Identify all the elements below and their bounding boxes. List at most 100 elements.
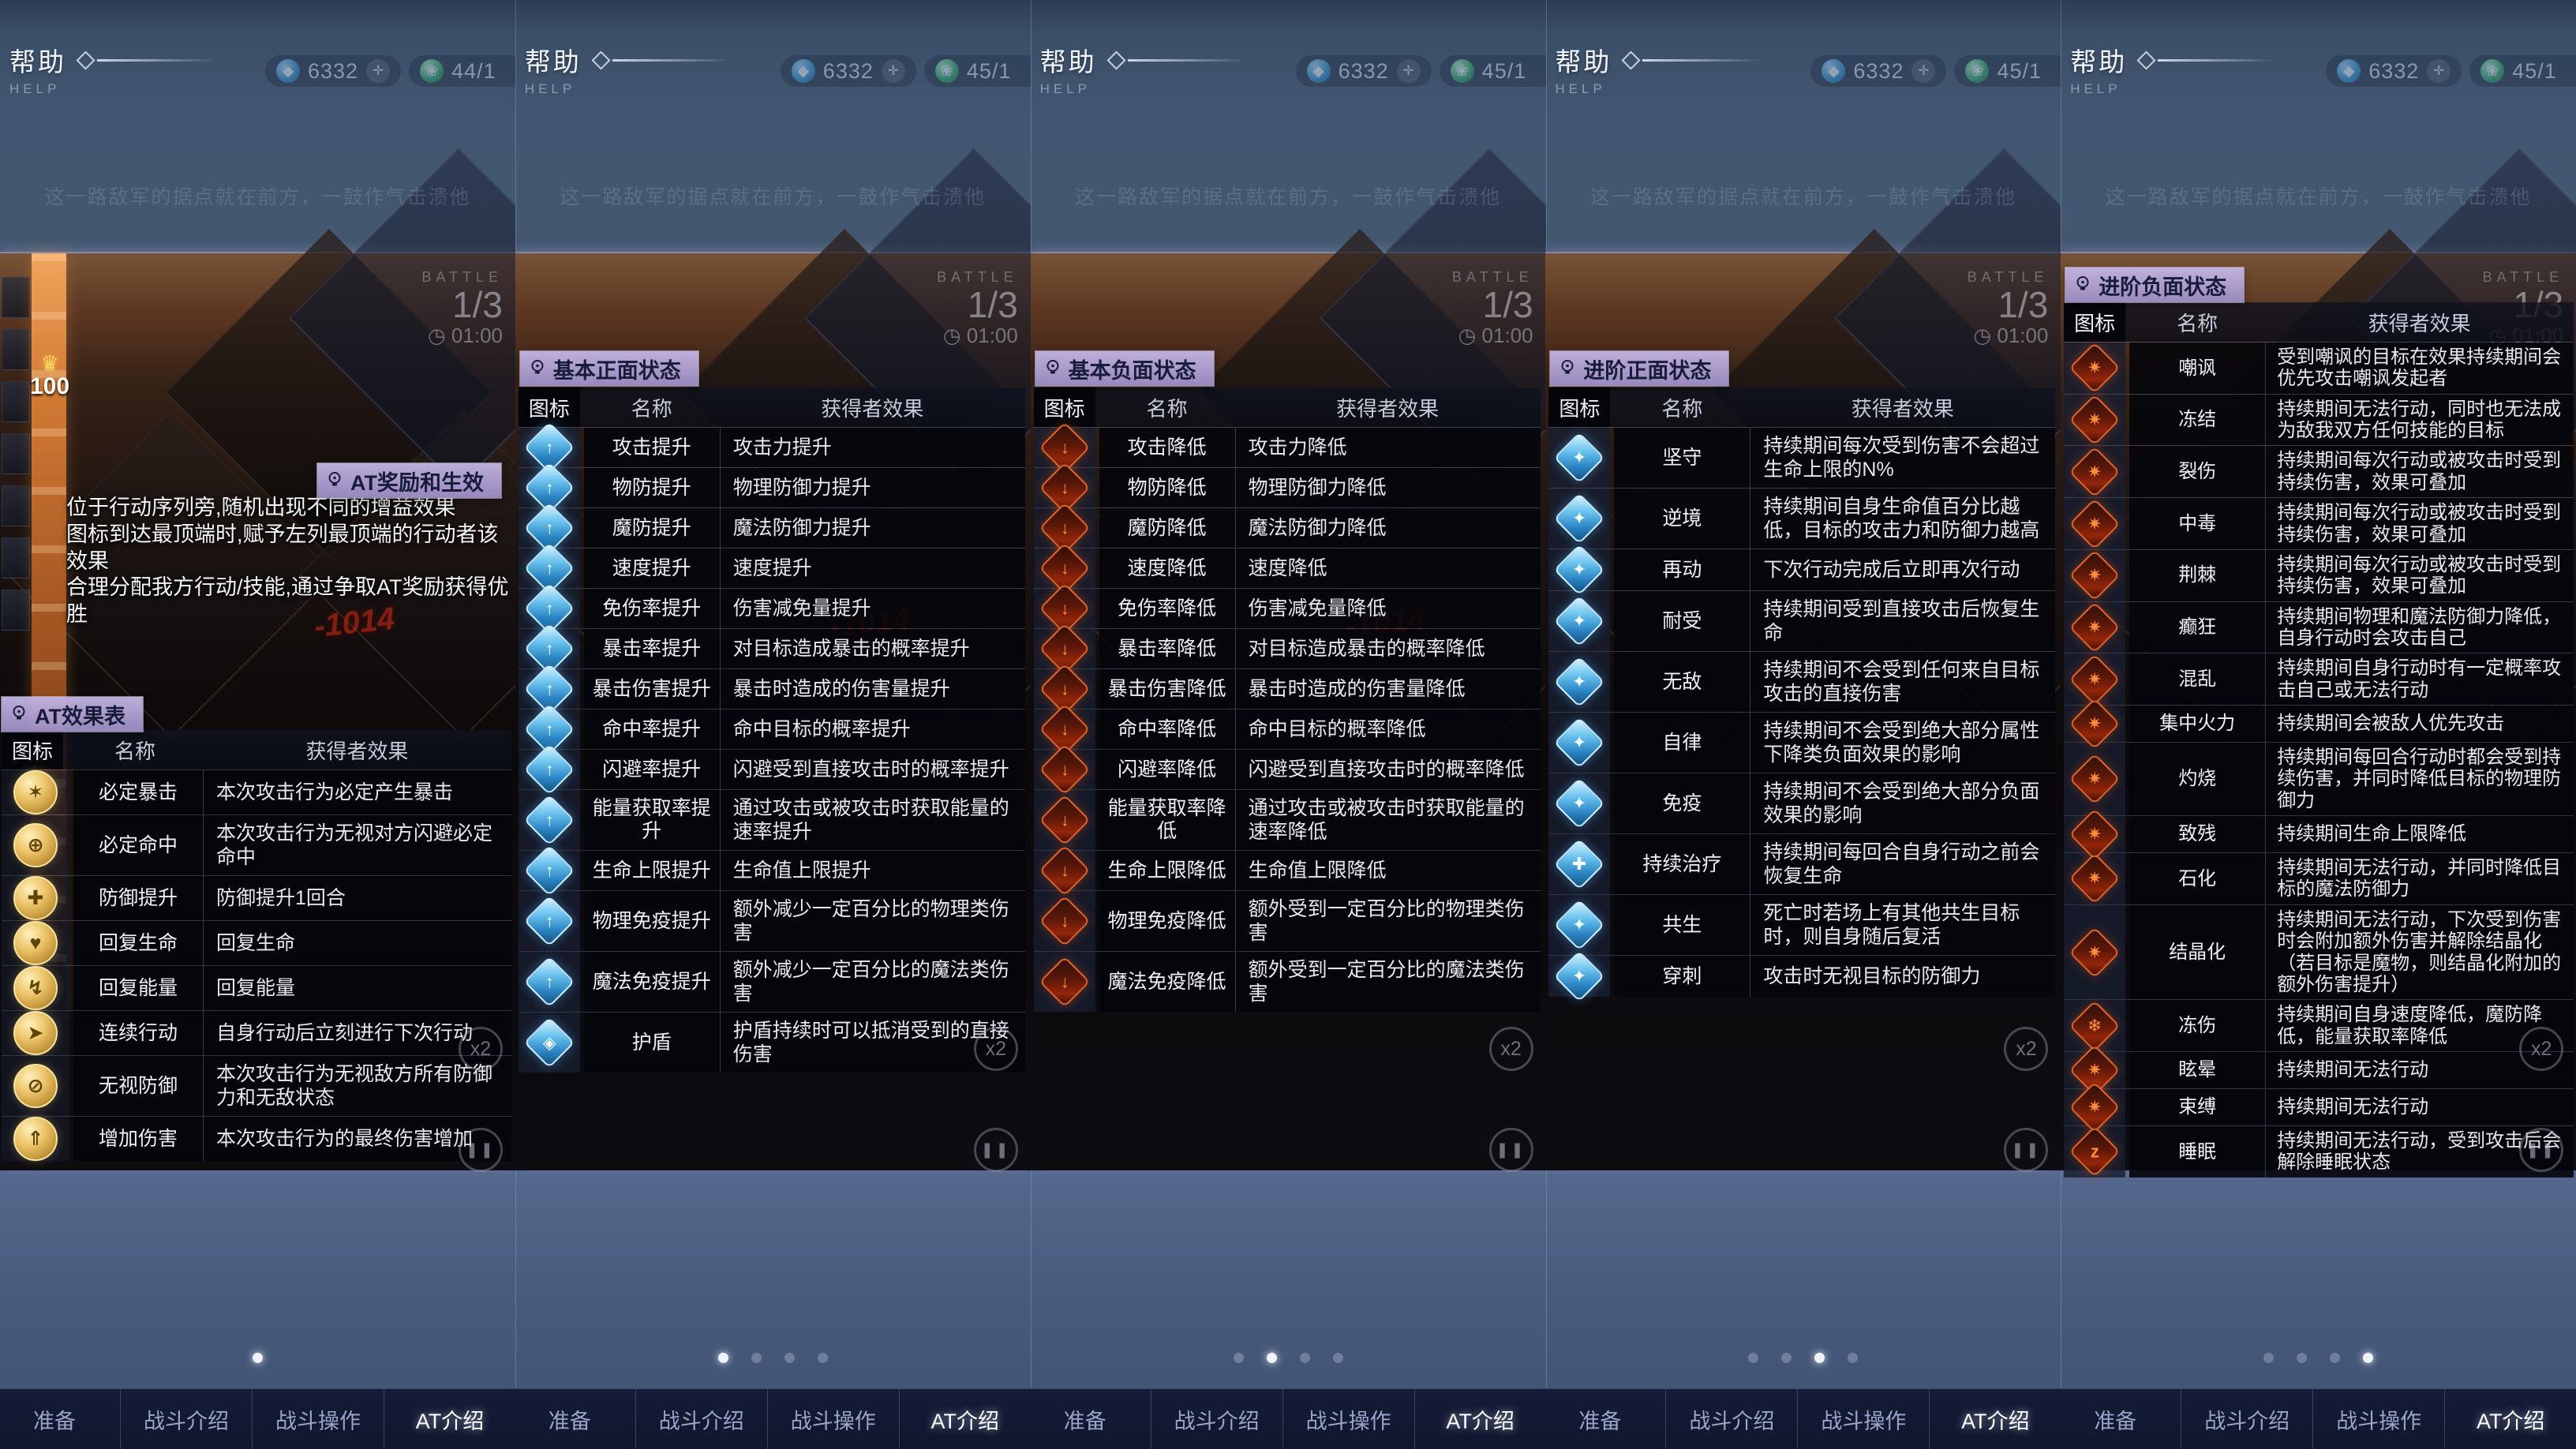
plus-icon[interactable]: ✛ <box>1396 59 1421 83</box>
table-row: ✦ 免疫 持续期间不会受到绝大部分负面效果的影响 <box>1548 773 2056 833</box>
row-icon-cell: ✦ <box>1548 713 1611 773</box>
status-name: 防御提升 <box>73 876 203 920</box>
resource-bar: ◆ 6332 ✛ ❀ 45/1 <box>1295 55 1546 87</box>
tab-准备[interactable]: 准备 <box>548 1409 591 1433</box>
table-row: ✷ 癫狂 持续期间物理和魔法防御力降低，自身行动时会攻击自己 <box>2064 601 2574 653</box>
plus-icon[interactable]: ✛ <box>2427 59 2451 83</box>
page-dot[interactable] <box>2263 1353 2275 1363</box>
page-dot[interactable] <box>2363 1353 2374 1363</box>
title-ornament-icon <box>76 50 215 70</box>
table-row: ↓ 生命上限降低 生命值上限降低 <box>1033 844 1541 897</box>
speed-toggle-button[interactable]: x2 <box>973 1027 1018 1071</box>
phys-immunity-down-icon: ↓ <box>1039 895 1091 947</box>
tab-战斗操作[interactable]: 战斗操作 <box>2312 1389 2444 1449</box>
speed-toggle-button[interactable]: x2 <box>1488 1027 1533 1071</box>
status-effect: 持续期间无法行动，并同时降低目标的魔法防御力 <box>2265 853 2574 904</box>
page-dots <box>0 1353 515 1363</box>
section-label-top: AT奖励和生效 <box>317 463 501 498</box>
battle-hud: BATTLE 1/3 ◷ 01:00 <box>421 269 503 348</box>
invincible-icon: ✦ <box>1553 656 1605 708</box>
plus-icon[interactable]: ✛ <box>366 59 391 83</box>
help-title: 帮助 <box>2070 47 2128 77</box>
page-dot[interactable] <box>1848 1353 1859 1363</box>
page-dot[interactable] <box>1748 1353 1759 1363</box>
row-icon-cell: ⊕ <box>2 815 69 875</box>
tab-战斗介绍[interactable]: 战斗介绍 <box>2181 1389 2312 1449</box>
status-name: 暴击率降低 <box>1099 629 1235 668</box>
row-icon-cell: ✦ <box>1548 773 1611 833</box>
page-dot[interactable] <box>2330 1353 2341 1363</box>
tab-战斗介绍[interactable]: 战斗介绍 <box>635 1389 767 1449</box>
sleep-icon: z <box>2069 1125 2121 1178</box>
help-subtitle: HELP <box>1555 81 1606 96</box>
page-dot[interactable] <box>1814 1353 1825 1363</box>
page-dot[interactable] <box>1781 1353 1792 1363</box>
gem-icon: ◆ <box>1822 59 1846 83</box>
tab-战斗操作[interactable]: 战斗操作 <box>1797 1389 1929 1449</box>
row-icon-cell: ✷ <box>2064 342 2126 394</box>
stamina-resource: ❀ 45/1 <box>1954 55 2061 87</box>
plus-icon[interactable]: ✛ <box>1911 59 1936 83</box>
page-dot[interactable] <box>1299 1353 1310 1363</box>
status-name: 中毒 <box>2129 498 2266 549</box>
status-name: 坚守 <box>1614 428 1750 488</box>
bulb-icon <box>1561 359 1574 373</box>
table-body: ✷ 嘲讽 受到嘲讽的目标在效果持续期间会优先攻击嘲讽发起者 ✷ 冻结 持续期间无法行动，同… <box>2064 342 2574 1178</box>
pause-button[interactable]: ❚❚ <box>459 1128 503 1172</box>
row-icon-cell: ↑ <box>518 582 580 635</box>
page-dot[interactable] <box>1332 1353 1343 1363</box>
tab-准备[interactable]: 准备 <box>1578 1409 1622 1433</box>
status-effect: 闪避受到直接攻击时的概率降低 <box>1234 750 1541 789</box>
tab-战斗介绍[interactable]: 战斗介绍 <box>120 1389 252 1449</box>
plus-icon[interactable]: ✛ <box>881 59 905 83</box>
speed-toggle-button[interactable]: x2 <box>2519 1027 2564 1071</box>
speed-toggle-button[interactable]: x2 <box>2004 1027 2049 1071</box>
status-effect: 攻击时无视目标的防御力 <box>1750 956 2056 997</box>
tab-战斗介绍[interactable]: 战斗介绍 <box>1150 1389 1282 1449</box>
tab-准备[interactable]: 准备 <box>2094 1409 2137 1433</box>
gem-icon: ◆ <box>1306 59 1331 83</box>
icon-glyph: ↓ <box>1060 719 1069 739</box>
row-icon-cell: ✷ <box>2064 808 2126 860</box>
table-row: ↓ 魔法免疫降低 额外受到一定百分比的魔法类伤害 <box>1033 951 1541 1012</box>
table-row: ↑ 物防提升 物理防御力提升 <box>518 462 1025 514</box>
tab-AT介绍[interactable]: AT介绍 <box>1929 1389 2061 1449</box>
page-dot[interactable] <box>1233 1353 1244 1363</box>
row-icon-cell: ↓ <box>1033 462 1095 514</box>
pause-button[interactable]: ❚❚ <box>1488 1128 1533 1172</box>
tab-准备[interactable]: 准备 <box>1063 1409 1106 1433</box>
speed-toggle-button[interactable]: x2 <box>459 1027 503 1071</box>
tab-战斗介绍[interactable]: 战斗介绍 <box>1665 1389 1797 1449</box>
table-header-row: 图标 名称 获得者效果 <box>2 730 511 769</box>
gem-resource: ◆ 6332 ✛ <box>265 55 402 87</box>
tab-AT介绍[interactable]: AT介绍 <box>898 1389 1031 1449</box>
tab-AT介绍[interactable]: AT介绍 <box>384 1389 515 1449</box>
pause-button[interactable]: ❚❚ <box>2004 1128 2049 1172</box>
gem-icon: ◆ <box>791 59 815 83</box>
page-dot[interactable] <box>2297 1353 2308 1363</box>
header-name-col: 名称 <box>1661 396 1703 421</box>
tab-AT介绍[interactable]: AT介绍 <box>1413 1389 1546 1449</box>
page-dot[interactable] <box>817 1353 828 1363</box>
tab-战斗操作[interactable]: 战斗操作 <box>766 1389 899 1449</box>
battle-round: 1/3 <box>1482 284 1533 325</box>
row-icon-cell: ↓ <box>1033 952 1095 1012</box>
status-name: 暴击伤害提升 <box>583 669 720 709</box>
page-dot[interactable] <box>784 1353 795 1363</box>
status-effect: 持续期间物理和魔法防御力降低，自身行动时会攻击自己 <box>2265 601 2574 653</box>
icon-glyph: ↑ <box>545 810 554 829</box>
page-dot[interactable] <box>751 1353 762 1363</box>
tab-AT介绍[interactable]: AT介绍 <box>2444 1389 2576 1449</box>
page-dot[interactable] <box>253 1353 263 1363</box>
pause-button[interactable]: ❚❚ <box>2519 1128 2564 1172</box>
row-icon-cell: z <box>2064 1125 2126 1178</box>
tab-准备[interactable]: 准备 <box>33 1409 76 1433</box>
page-dot[interactable] <box>717 1353 728 1363</box>
row-icon-cell: ✷ <box>2064 601 2126 653</box>
tab-战斗操作[interactable]: 战斗操作 <box>252 1389 384 1449</box>
tab-战斗操作[interactable]: 战斗操作 <box>1282 1389 1414 1449</box>
pause-button[interactable]: ❚❚ <box>973 1128 1018 1172</box>
page-dot[interactable] <box>1266 1353 1277 1363</box>
table-row: ⊘ 无视防御 本次攻击行为无视敌方所有防御力和无敌状态 <box>2 1055 511 1116</box>
icon-glyph: ✷ <box>2087 769 2102 789</box>
